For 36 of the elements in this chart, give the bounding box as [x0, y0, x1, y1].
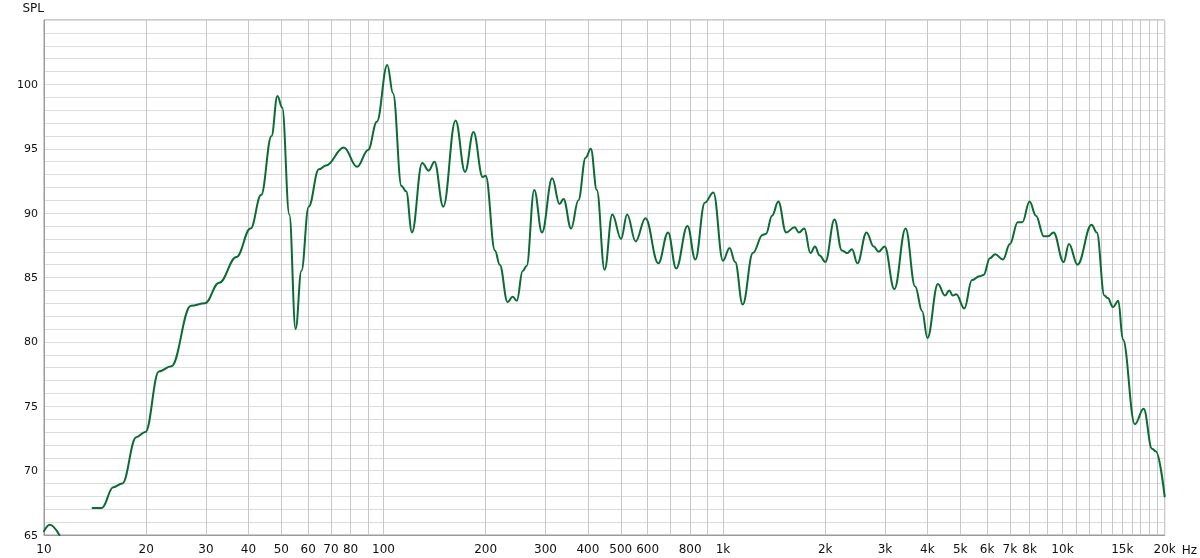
x-tick-label: 400 — [576, 542, 600, 556]
x-tick-label: 500 — [609, 542, 633, 556]
x-tick-label: 3k — [877, 542, 893, 556]
x-tick-label: 2k — [817, 542, 833, 556]
x-tick-label: 80 — [342, 542, 359, 556]
x-tick-label: 70 — [323, 542, 339, 556]
x-tick-label: 20 — [138, 542, 154, 556]
y-axis-title: SPL — [22, 1, 45, 15]
y-tick-label: 80 — [24, 335, 38, 349]
x-axis-title: Hz — [1181, 543, 1198, 557]
x-tick-label: 50 — [273, 542, 289, 556]
x-tick-label: 20k — [1153, 542, 1176, 556]
x-tick-label: 5k — [952, 542, 968, 556]
x-tick-label: 6k — [979, 542, 995, 556]
x-tick-label: 300 — [534, 542, 557, 556]
x-tick-label: 40 — [240, 542, 257, 556]
x-tick-label: 600 — [636, 542, 660, 556]
y-tick-label: 65 — [24, 528, 38, 542]
y-tick-label: 90 — [24, 206, 38, 220]
y-tick-label: 75 — [24, 399, 38, 413]
y-tick-label: 70 — [24, 464, 38, 478]
y-tick-label: 95 — [24, 142, 38, 156]
x-tick-label: 10 — [36, 542, 52, 556]
x-tick-label: 200 — [474, 542, 498, 556]
y-tick-label: 100 — [17, 77, 38, 91]
x-tick-label: 800 — [678, 542, 702, 556]
x-tick-label: 10k — [1051, 542, 1074, 556]
x-tick-label: 7k — [1002, 542, 1018, 556]
x-tick-label: 30 — [198, 542, 214, 556]
y-tick-label: 85 — [24, 271, 38, 284]
x-tick-label: 15k — [1111, 542, 1134, 556]
x-tick-label: 60 — [300, 542, 316, 556]
x-tick-label: 8k — [1022, 542, 1037, 556]
x-tick-label: 100 — [372, 542, 395, 556]
x-tick-label: 1k — [715, 542, 731, 556]
x-tick-label: 4k — [920, 542, 935, 556]
